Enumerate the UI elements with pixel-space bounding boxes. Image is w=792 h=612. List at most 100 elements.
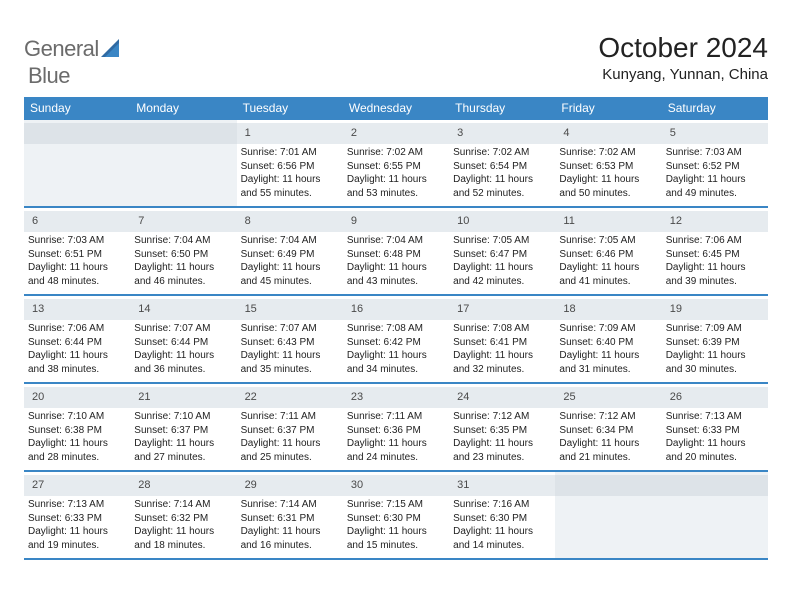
sunrise-text: Sunrise: 7:07 AM	[241, 322, 339, 336]
daylight-text: Daylight: 11 hours and 36 minutes.	[134, 349, 232, 376]
weeks-container: 1Sunrise: 7:01 AMSunset: 6:56 PMDaylight…	[24, 120, 768, 560]
daylight-text: Daylight: 11 hours and 50 minutes.	[559, 173, 657, 200]
day-cell	[662, 472, 768, 558]
day-number: 13	[30, 301, 124, 318]
day-cell: 27 Sunrise: 7:13 AMSunset: 6:33 PMDayligh…	[24, 472, 130, 558]
day-details: Sunrise: 7:16 AMSunset: 6:30 PMDaylight:…	[453, 498, 551, 552]
week-row: 20Sunrise: 7:10 AMSunset: 6:38 PMDayligh…	[24, 384, 768, 472]
day-cell: 9 Sunrise: 7:04 AMSunset: 6:48 PMDaylight…	[343, 208, 449, 294]
sunrise-text: Sunrise: 7:13 AM	[666, 410, 764, 424]
day-number-bar: 6	[24, 211, 130, 232]
day-number: 19	[668, 301, 762, 318]
day-number-bar: 9	[343, 211, 449, 232]
daylight-text: Daylight: 11 hours and 35 minutes.	[241, 349, 339, 376]
calendar-page: General October 2024 Kunyang, Yunnan, Ch…	[0, 0, 792, 580]
sunset-text: Sunset: 6:30 PM	[453, 512, 551, 526]
sunrise-text: Sunrise: 7:03 AM	[28, 234, 126, 248]
day-number: 3	[455, 125, 549, 142]
day-cell: 18Sunrise: 7:09 AMSunset: 6:40 PMDayligh…	[555, 296, 661, 382]
day-cell: 30Sunrise: 7:15 AMSunset: 6:30 PMDayligh…	[343, 472, 449, 558]
day-number	[668, 477, 762, 494]
sunset-text: Sunset: 6:48 PM	[347, 248, 445, 262]
day-number: 26	[668, 389, 762, 406]
day-cell: 6Sunrise: 7:03 AMSunset: 6:51 PMDaylight…	[24, 208, 130, 294]
daylight-text: Daylight: 11 hours and 49 minutes.	[666, 173, 764, 200]
day-cell: 21Sunrise: 7:10 AMSunset: 6:37 PMDayligh…	[130, 384, 236, 470]
sunset-text: Sunset: 6:52 PM	[666, 160, 764, 174]
brand-word-2: Blue	[24, 63, 70, 88]
daylight-text: Daylight: 11 hours and 15 minutes.	[347, 525, 445, 552]
day-cell: 13Sunrise: 7:06 AMSunset: 6:44 PMDayligh…	[24, 296, 130, 382]
day-cell: 12Sunrise: 7:06 AMSunset: 6:45 PMDayligh…	[662, 208, 768, 294]
day-number: 31	[455, 477, 549, 494]
weekday-header-row: Sunday Monday Tuesday Wednesday Thursday…	[24, 97, 768, 120]
sunset-text: Sunset: 6:54 PM	[453, 160, 551, 174]
day-details: Sunrise: 7:06 AMSunset: 6:45 PMDaylight:…	[666, 234, 764, 288]
day-details: Sunrise: 7:04 AMSunset: 6:48 PMDaylight:…	[347, 234, 445, 288]
day-number: 9	[349, 213, 443, 230]
day-number-bar: 11	[555, 211, 661, 232]
sunrise-text: Sunrise: 7:15 AM	[347, 498, 445, 512]
day-cell: 1Sunrise: 7:01 AMSunset: 6:56 PMDaylight…	[237, 120, 343, 206]
day-number-bar: 15	[237, 299, 343, 320]
day-number: 22	[243, 389, 337, 406]
sunrise-text: Sunrise: 7:02 AM	[453, 146, 551, 160]
day-details: Sunrise: 7:09 AMSunset: 6:39 PMDaylight:…	[666, 322, 764, 376]
sunset-text: Sunset: 6:55 PM	[347, 160, 445, 174]
day-cell: 29Sunrise: 7:14 AMSunset: 6:31 PMDayligh…	[237, 472, 343, 558]
day-number: 10	[455, 213, 549, 230]
weekday-label: Thursday	[449, 97, 555, 120]
day-cell: 10 Sunrise: 7:05 AMSunset: 6:47 PMDayligh…	[449, 208, 555, 294]
sunset-text: Sunset: 6:37 PM	[134, 424, 232, 438]
week-row: 27 Sunrise: 7:13 AMSunset: 6:33 PMDayligh…	[24, 472, 768, 560]
day-details: Sunrise: 7:03 AMSunset: 6:52 PMDaylight:…	[666, 146, 764, 200]
day-number-bar: 8	[237, 211, 343, 232]
daylight-text: Daylight: 11 hours and 14 minutes.	[453, 525, 551, 552]
sunrise-text: Sunrise: 7:11 AM	[241, 410, 339, 424]
daylight-text: Daylight: 11 hours and 30 minutes.	[666, 349, 764, 376]
daylight-text: Daylight: 11 hours and 48 minutes.	[28, 261, 126, 288]
day-cell: 31 Sunrise: 7:16 AMSunset: 6:30 PMDayligh…	[449, 472, 555, 558]
sunset-text: Sunset: 6:56 PM	[241, 160, 339, 174]
day-details: Sunrise: 7:11 AMSunset: 6:36 PMDaylight:…	[347, 410, 445, 464]
brand-sail-icon	[101, 39, 123, 59]
sunrise-text: Sunrise: 7:09 AM	[666, 322, 764, 336]
daylight-text: Daylight: 11 hours and 53 minutes.	[347, 173, 445, 200]
day-details: Sunrise: 7:05 AMSunset: 6:46 PMDaylight:…	[559, 234, 657, 288]
sunrise-text: Sunrise: 7:14 AM	[134, 498, 232, 512]
daylight-text: Daylight: 11 hours and 18 minutes.	[134, 525, 232, 552]
daylight-text: Daylight: 11 hours and 42 minutes.	[453, 261, 551, 288]
day-number	[30, 125, 124, 142]
day-cell: 24Sunrise: 7:12 AMSunset: 6:35 PMDayligh…	[449, 384, 555, 470]
day-number: 1	[243, 125, 337, 142]
day-cell: 20Sunrise: 7:10 AMSunset: 6:38 PMDayligh…	[24, 384, 130, 470]
daylight-text: Daylight: 11 hours and 27 minutes.	[134, 437, 232, 464]
sunrise-text: Sunrise: 7:04 AM	[241, 234, 339, 248]
daylight-text: Daylight: 11 hours and 31 minutes.	[559, 349, 657, 376]
brand-logo: General	[24, 32, 125, 62]
sunset-text: Sunset: 6:49 PM	[241, 248, 339, 262]
day-number-bar	[555, 475, 661, 496]
weekday-label: Tuesday	[237, 97, 343, 120]
day-cell: 28Sunrise: 7:14 AMSunset: 6:32 PMDayligh…	[130, 472, 236, 558]
sunrise-text: Sunrise: 7:08 AM	[347, 322, 445, 336]
day-number: 27	[30, 477, 124, 494]
sunset-text: Sunset: 6:35 PM	[453, 424, 551, 438]
day-details: Sunrise: 7:08 AMSunset: 6:42 PMDaylight:…	[347, 322, 445, 376]
daylight-text: Daylight: 11 hours and 28 minutes.	[28, 437, 126, 464]
day-number-bar: 28	[130, 475, 236, 496]
day-details: Sunrise: 7:13 AMSunset: 6:33 PMDaylight:…	[666, 410, 764, 464]
daylight-text: Daylight: 11 hours and 52 minutes.	[453, 173, 551, 200]
sunrise-text: Sunrise: 7:03 AM	[666, 146, 764, 160]
day-number-bar: 14	[130, 299, 236, 320]
day-details: Sunrise: 7:05 AMSunset: 6:47 PMDaylight:…	[453, 234, 551, 288]
week-row: 1Sunrise: 7:01 AMSunset: 6:56 PMDaylight…	[24, 120, 768, 208]
day-details: Sunrise: 7:13 AMSunset: 6:33 PMDaylight:…	[28, 498, 126, 552]
day-number: 2	[349, 125, 443, 142]
day-cell: 11Sunrise: 7:05 AMSunset: 6:46 PMDayligh…	[555, 208, 661, 294]
day-details: Sunrise: 7:08 AMSunset: 6:41 PMDaylight:…	[453, 322, 551, 376]
sunrise-text: Sunrise: 7:05 AM	[559, 234, 657, 248]
calendar-grid: Sunday Monday Tuesday Wednesday Thursday…	[24, 97, 768, 560]
day-cell	[555, 472, 661, 558]
sunrise-text: Sunrise: 7:07 AM	[134, 322, 232, 336]
